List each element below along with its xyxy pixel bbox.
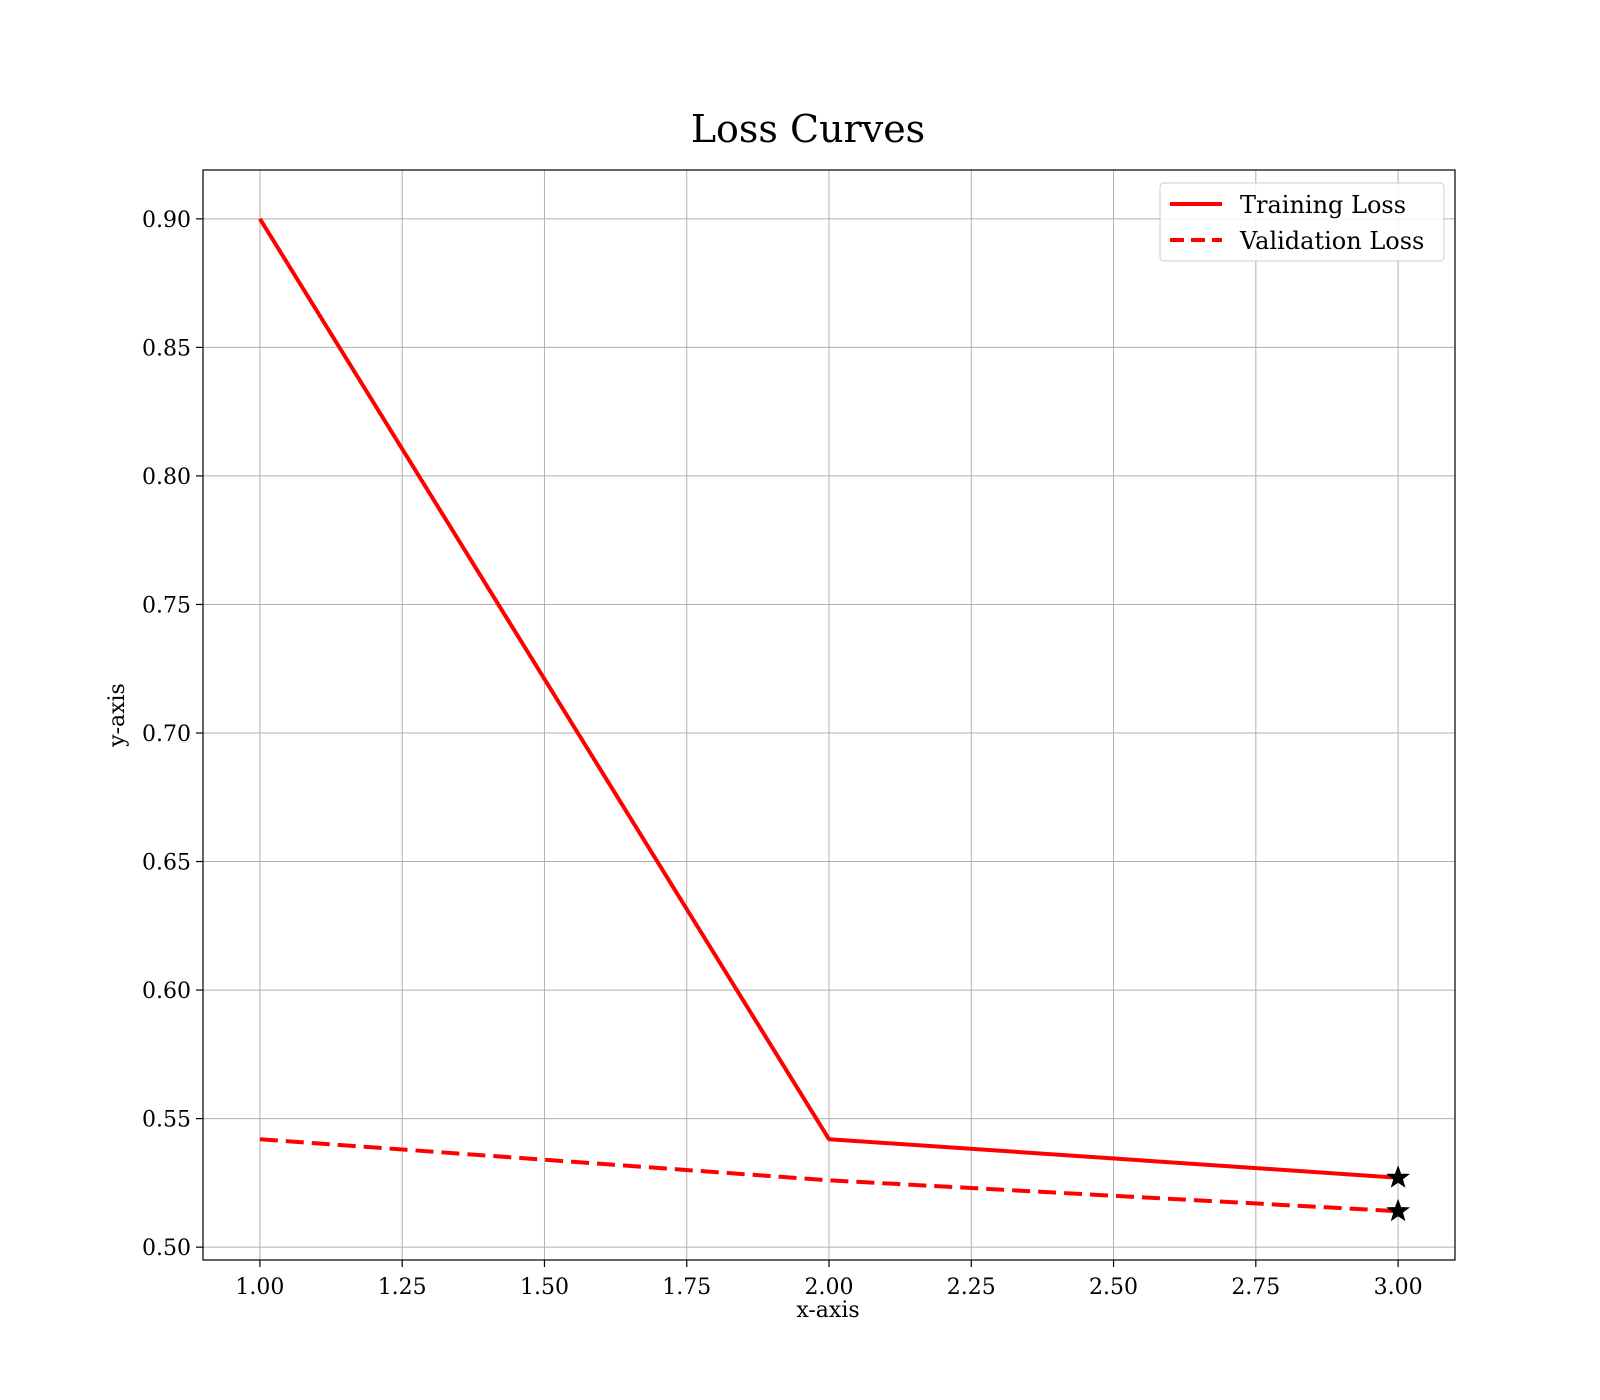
star-marker [1386,1165,1411,1188]
x-tick-label: 2.75 [1231,1275,1280,1300]
y-tick-label: 0.65 [142,851,191,876]
star-marker [1386,1198,1411,1222]
x-tick-label: 1.75 [662,1275,711,1300]
y-tick-label: 0.60 [142,979,191,1004]
x-tick-label: 2.00 [805,1275,854,1300]
end-markers [1386,1165,1411,1222]
y-tick-label: 0.75 [142,593,191,618]
x-tick-label: 1.50 [520,1275,569,1300]
x-tick-label: 2.50 [1089,1275,1138,1300]
x-axis-label: x-axis [796,1298,859,1323]
legend-label: Training Loss [1240,191,1406,219]
legend: Training Loss Validation Loss [1159,182,1445,262]
y-axis-label: y-axis [105,683,130,748]
series-lines [258,217,1399,1214]
y-tick-label: 0.70 [142,722,191,747]
y-tick-label: 0.55 [142,1108,191,1133]
axis-ticks: 1.00 1.25 1.50 1.75 2.00 2.25 2.50 2.75 3.00 0.50… [142,208,1423,1300]
y-tick-label: 0.80 [142,465,191,490]
series-line-0 [258,217,1399,1180]
grid [203,170,1455,1260]
legend-box [1159,182,1445,262]
legend-label: Validation Loss [1239,227,1424,255]
x-tick-label: 3.00 [1374,1275,1423,1300]
x-tick-label: 2.25 [947,1275,996,1300]
x-tick-label: 1.25 [378,1275,427,1300]
series-line-1 [259,1137,1399,1214]
y-tick-label: 0.90 [142,208,191,233]
y-tick-label: 0.85 [142,336,191,361]
y-tick-label: 0.50 [142,1236,191,1261]
chart-title: Loss Curves [691,107,925,151]
x-tick-label: 1.00 [235,1275,284,1300]
